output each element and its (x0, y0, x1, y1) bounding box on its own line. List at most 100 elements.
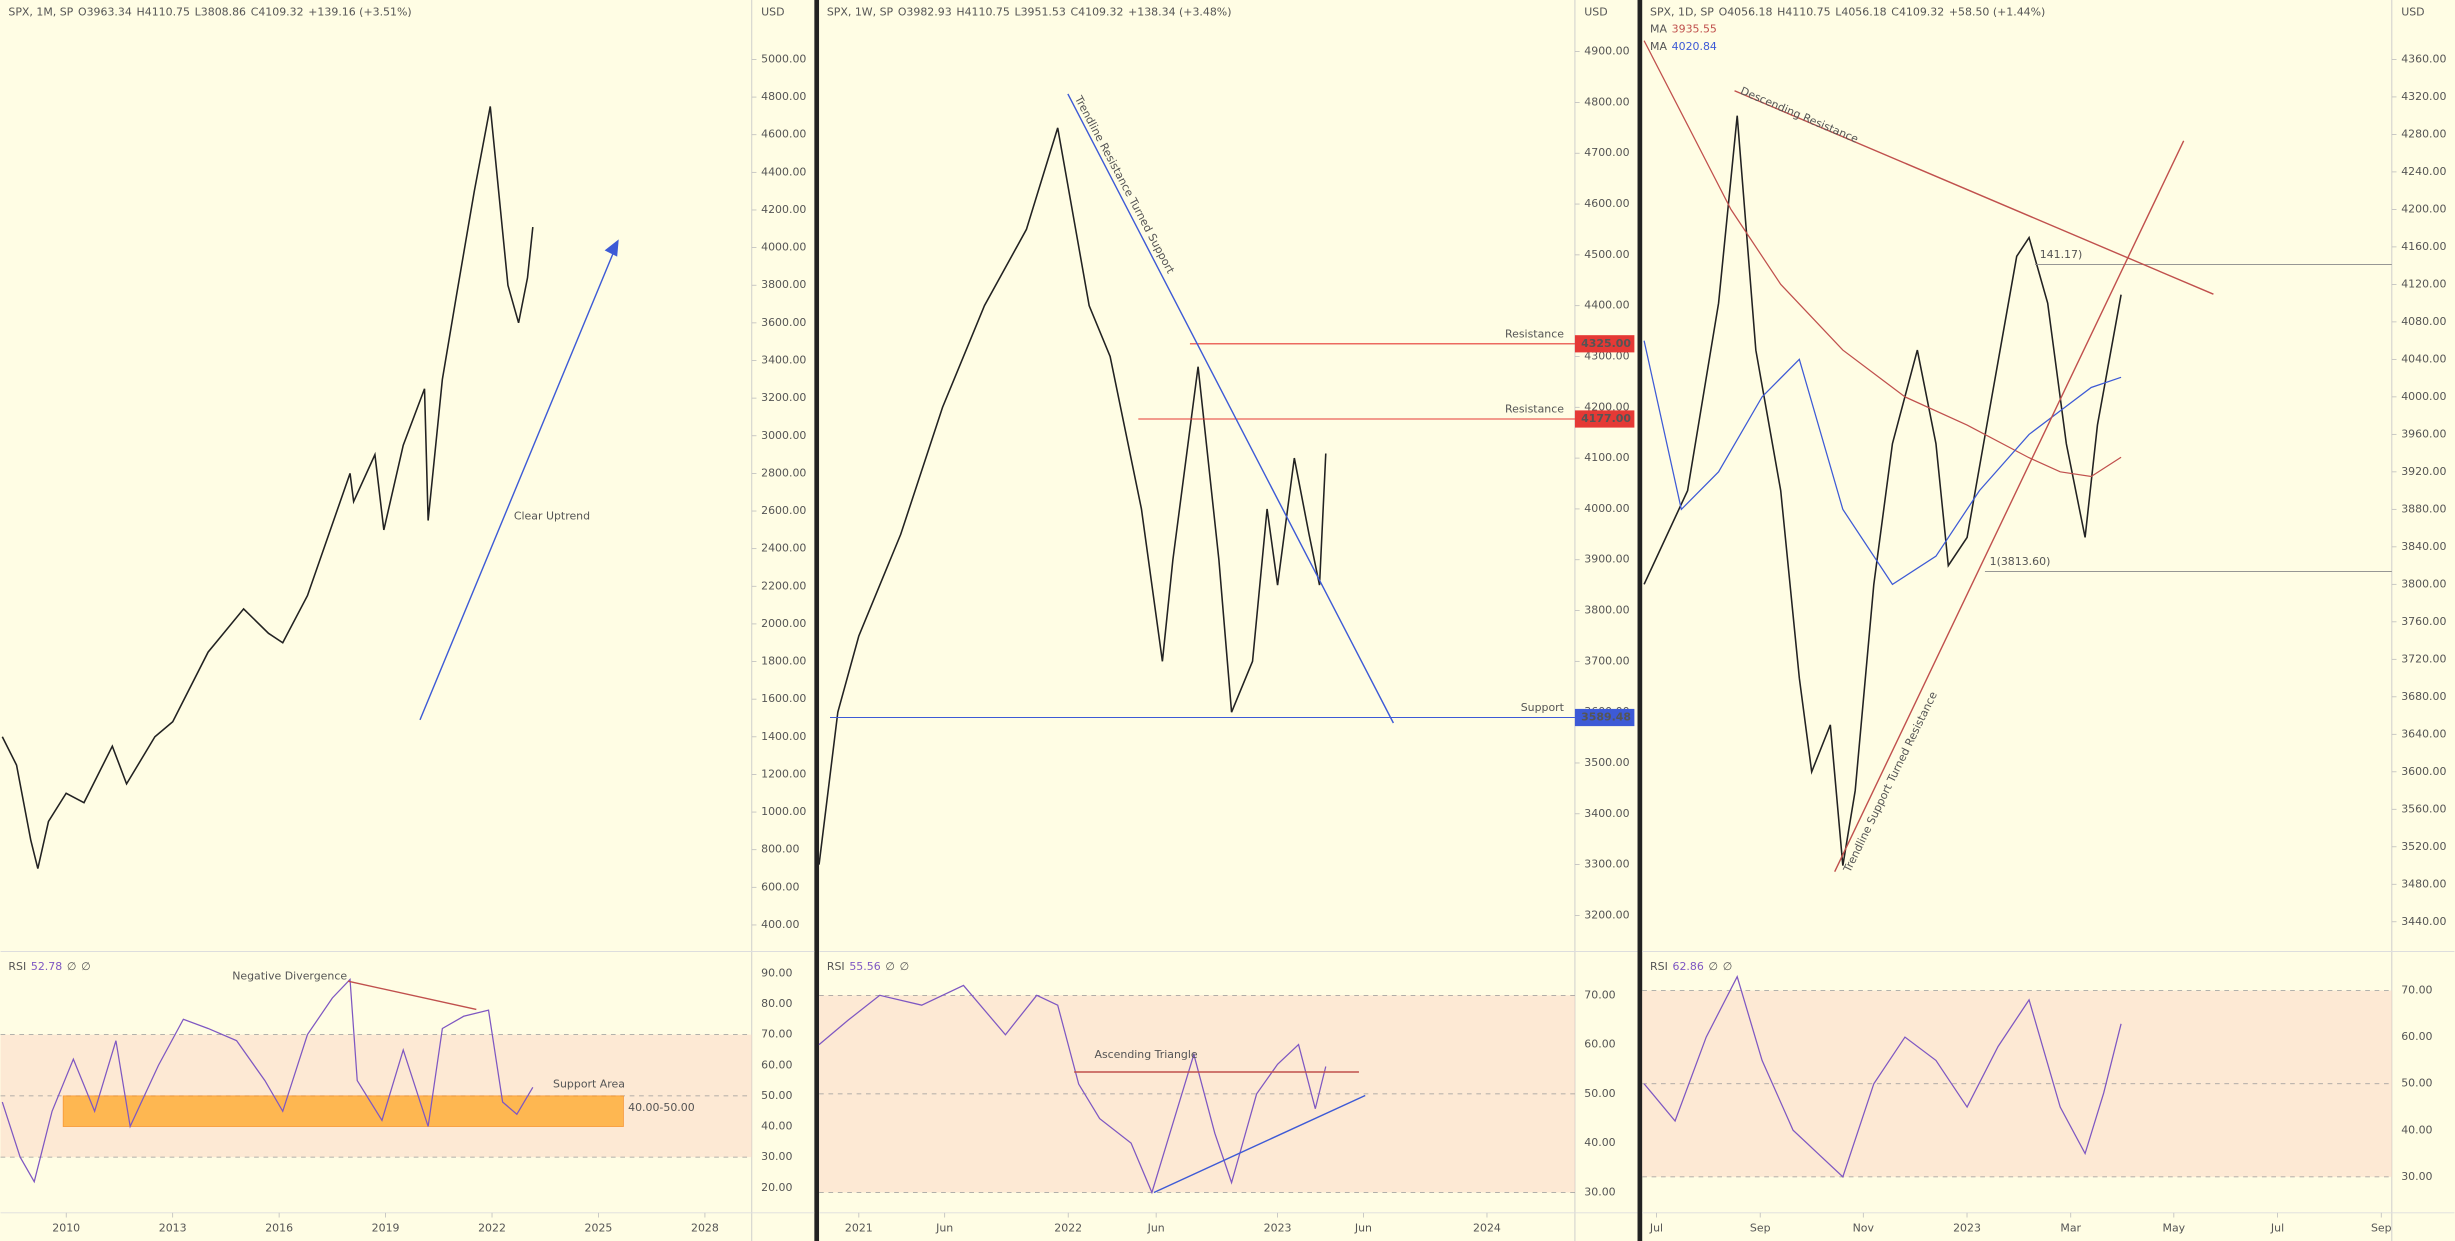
rsi-line (1, 978, 534, 1184)
y-tick-label: 3600.00 (2401, 765, 2446, 778)
y-tick-label: 3560.00 (2401, 802, 2446, 815)
y-tick-label: 1600.00 (761, 692, 806, 705)
rsi-tick-label: 30.00 (1584, 1185, 1615, 1198)
header-item: H4110.75 (137, 6, 190, 19)
y-tick-label: 4100.00 (1584, 451, 1629, 464)
y-tick-label: 400.00 (761, 918, 799, 931)
header-item: SPX, 1W, SP (827, 6, 894, 19)
rsi-header: RSI 62.86 ∅ ∅ (1650, 960, 1732, 973)
y-tick-label: 600.00 (761, 880, 799, 893)
y-tick-label: 3700.00 (1584, 654, 1629, 667)
header-item: SPX, 1M, SP (8, 6, 73, 19)
header-item: L4056.18 (1835, 6, 1886, 19)
y-tick-label: 4800.00 (1584, 95, 1629, 108)
rsi-reading: 62.86 (1673, 960, 1704, 973)
x-tick-label: Jul (1649, 1221, 1663, 1234)
rsi-title: RSI (8, 960, 26, 973)
currency: USD (2401, 6, 2424, 19)
price-tag (1574, 335, 1635, 353)
fib-label: 141.17) (2040, 248, 2083, 261)
annotation: Ascending Triangle (1094, 1048, 1197, 1061)
rsi-tick-label: 60.00 (2401, 1030, 2432, 1043)
ma-name: MA (1650, 23, 1667, 36)
y-tick-label: 2200.00 (761, 579, 806, 592)
y-tick-label: 3680.00 (2401, 690, 2446, 703)
price-tag-label: 4177.00 (1581, 412, 1631, 425)
y-tick-label: 4360.00 (2401, 52, 2446, 65)
y-tick-label: 4400.00 (761, 165, 806, 178)
price-tag (1574, 410, 1635, 428)
y-tick-label: 2600.00 (761, 504, 806, 517)
rsi-reading: 52.78 (31, 960, 62, 973)
y-tick-label: 3440.00 (2401, 915, 2446, 928)
trendline (1734, 90, 2214, 295)
rsi-extra: ∅ (1709, 960, 1719, 973)
trendline (1153, 1094, 1366, 1194)
header-item: +139.16 (+3.51%) (308, 6, 411, 19)
rsi-tick-label: 90.00 (761, 966, 792, 979)
y-tick-label: 3200.00 (1584, 908, 1629, 921)
x-tick-label: 2013 (159, 1221, 187, 1234)
x-tick-label: 2019 (372, 1221, 400, 1234)
rsi-tick-label: 80.00 (761, 997, 792, 1010)
currency: USD (761, 6, 784, 19)
header-item: O3982.93 (898, 6, 952, 19)
header-item: SPX, 1D, SP (1650, 6, 1714, 19)
moving-average (1643, 340, 2122, 586)
x-tick-label: Jun (935, 1221, 953, 1234)
trendline (1067, 93, 1395, 724)
header-item: O3963.34 (78, 6, 132, 19)
rsi-extra: ∅ (81, 960, 91, 973)
ma-value: 3935.55 (1672, 23, 1717, 36)
rsi-tick-label: 20.00 (761, 1181, 792, 1194)
header-item: H4110.75 (1777, 6, 1830, 19)
fib-label: 1(3813.60) (1990, 555, 2051, 568)
currency: USD (1584, 6, 1607, 19)
x-tick-label: May (2163, 1221, 2186, 1234)
y-tick-label: 4080.00 (2401, 315, 2446, 328)
ma-legend: MA 3935.55 (1650, 23, 1717, 36)
header: SPX, 1D, SP O4056.18 H4110.75 L4056.18 C4109… (1650, 6, 2045, 19)
y-tick-label: 3000.00 (761, 429, 806, 442)
y-tick-label: 1800.00 (761, 655, 806, 668)
header-item: C4109.32 (1891, 6, 1944, 19)
x-tick-label: Mar (2060, 1221, 2081, 1234)
rsi-tick-label: 70.00 (2401, 984, 2432, 997)
price-line (1, 106, 534, 869)
y-tick-label: 3840.00 (2401, 540, 2446, 553)
y-tick-label: 4200.00 (761, 203, 806, 216)
rsi-tick-label: 30.00 (2401, 1170, 2432, 1183)
rsi-extra: ∅ (900, 960, 910, 973)
rsi-extra: ∅ (885, 960, 895, 973)
annotation: Negative Divergence (232, 970, 347, 983)
x-tick-label: 2024 (1473, 1221, 1501, 1234)
rsi-tick-label: 70.00 (1584, 988, 1615, 1001)
y-tick-label: 3400.00 (761, 353, 806, 366)
separator (814, 0, 820, 1241)
trendline (1834, 140, 2185, 872)
y-tick-label: 4000.00 (761, 241, 806, 254)
price-tag-label: 4325.00 (1581, 337, 1631, 350)
x-tick-label: 2016 (265, 1221, 293, 1234)
y-tick-label: 3500.00 (1584, 756, 1629, 769)
rsi-tick-label: 50.00 (761, 1089, 792, 1102)
header-item: H4110.75 (956, 6, 1009, 19)
y-tick-label: 3960.00 (2401, 427, 2446, 440)
x-tick-label: 2022 (1054, 1221, 1082, 1234)
rsi-line (1643, 975, 2122, 1178)
rsi-extra: ∅ (67, 960, 77, 973)
y-tick-label: 800.00 (761, 843, 799, 856)
support-tag: 40.00-50.00 (628, 1101, 695, 1114)
header: SPX, 1M, SP O3963.34 H4110.75 L3808.86 C4109… (8, 6, 411, 19)
x-tick-label: Jul (2270, 1221, 2284, 1234)
header-item: +138.34 (+3.48%) (1128, 6, 1231, 19)
y-tick-label: 3800.00 (1584, 604, 1629, 617)
ma-legend: MA 4020.84 (1650, 40, 1717, 53)
y-tick-label: 4300.00 (1584, 349, 1629, 362)
y-tick-label: 3880.00 (2401, 502, 2446, 515)
y-tick-label: 3760.00 (2401, 615, 2446, 628)
y-tick-label: 1200.00 (761, 767, 806, 780)
level-label: Resistance (1505, 327, 1564, 340)
y-tick-label: 4600.00 (761, 128, 806, 141)
rsi-title: RSI (827, 960, 845, 973)
